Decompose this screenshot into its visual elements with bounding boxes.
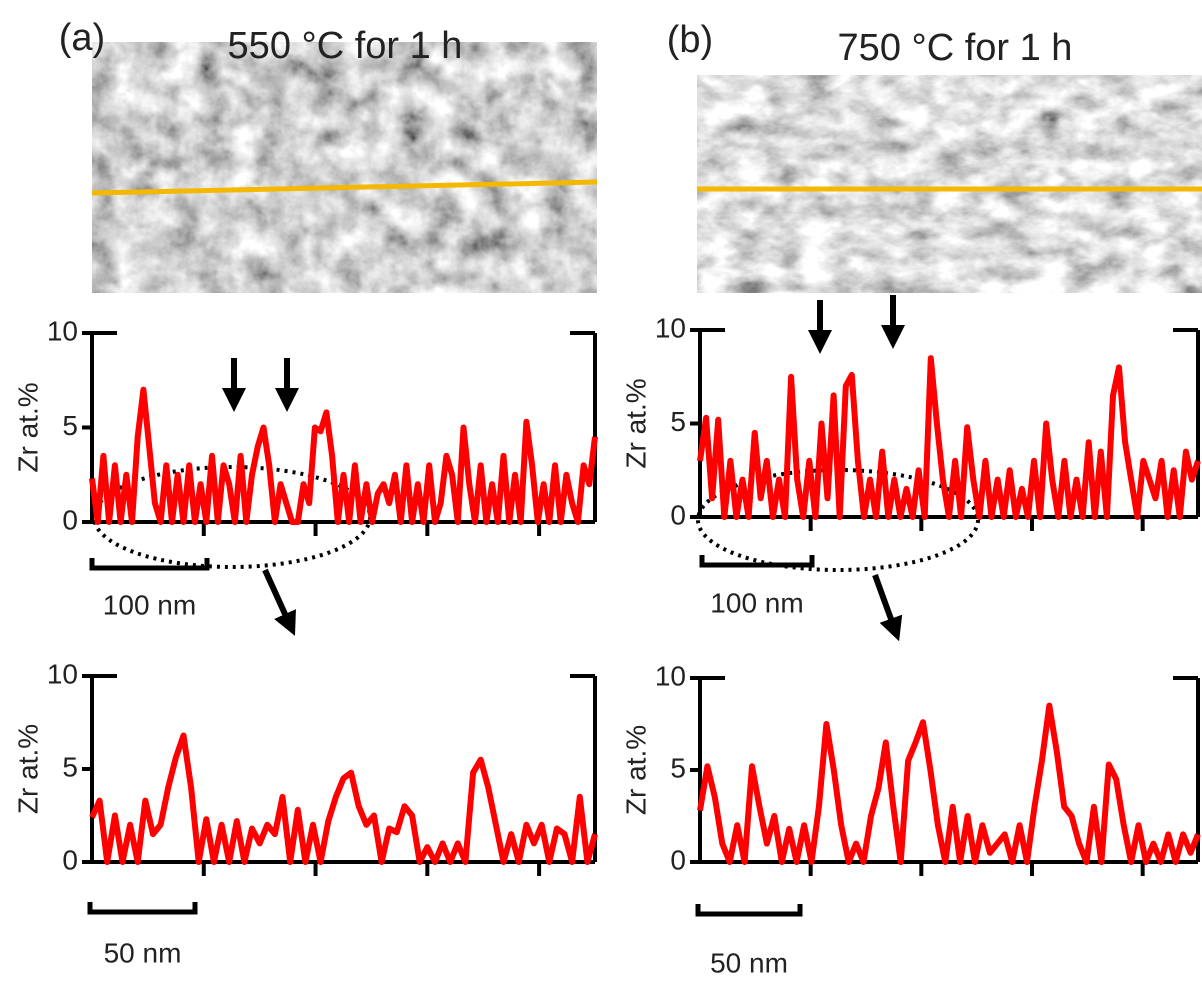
chart-title: 550 °C for 1 h — [228, 25, 463, 67]
scale-bar-label: 50 nm — [710, 947, 788, 978]
chart-title: 750 °C for 1 h — [838, 27, 1073, 69]
scale-bar-label: 100 nm — [710, 587, 803, 618]
y-tick-label: 10 — [655, 660, 686, 691]
panel-label: (a) — [59, 17, 105, 59]
panel-label: (b) — [667, 19, 713, 61]
scan-line — [91, 179, 598, 196]
arrows — [222, 295, 905, 642]
y-axis-label: Zr at.% — [620, 378, 651, 468]
micrograph — [92, 42, 597, 293]
data-line — [697, 355, 1201, 520]
scale-bar — [89, 558, 210, 571]
y-tick-label: 10 — [47, 658, 78, 689]
y-axis-label: Zr at.% — [12, 724, 43, 814]
scale-bar — [695, 904, 803, 917]
y-tick-label: 0 — [62, 844, 78, 875]
y-axis-label: Zr at.% — [12, 382, 43, 472]
y-tick-label: 0 — [670, 844, 686, 875]
data-line — [89, 732, 598, 865]
scale-bar — [87, 902, 198, 915]
y-tick-label: 0 — [670, 499, 686, 530]
y-tick-label: 10 — [655, 312, 686, 343]
data-line — [89, 386, 598, 525]
micrograph — [697, 75, 1202, 293]
y-axis-label: Zr at.% — [620, 725, 651, 815]
arrow — [262, 568, 296, 636]
data-line — [697, 702, 1201, 865]
scale-bar-label: 100 nm — [103, 589, 196, 620]
y-tick-label: 5 — [62, 410, 78, 441]
y-tick-label: 5 — [670, 752, 686, 783]
y-tick-label: 0 — [62, 504, 78, 535]
y-tick-label: 10 — [47, 315, 78, 346]
arrow — [872, 573, 903, 642]
scale-bar-label: 50 nm — [104, 937, 182, 968]
y-tick-label: 5 — [670, 406, 686, 437]
scale-bar — [699, 555, 815, 568]
y-tick-label: 5 — [62, 751, 78, 782]
